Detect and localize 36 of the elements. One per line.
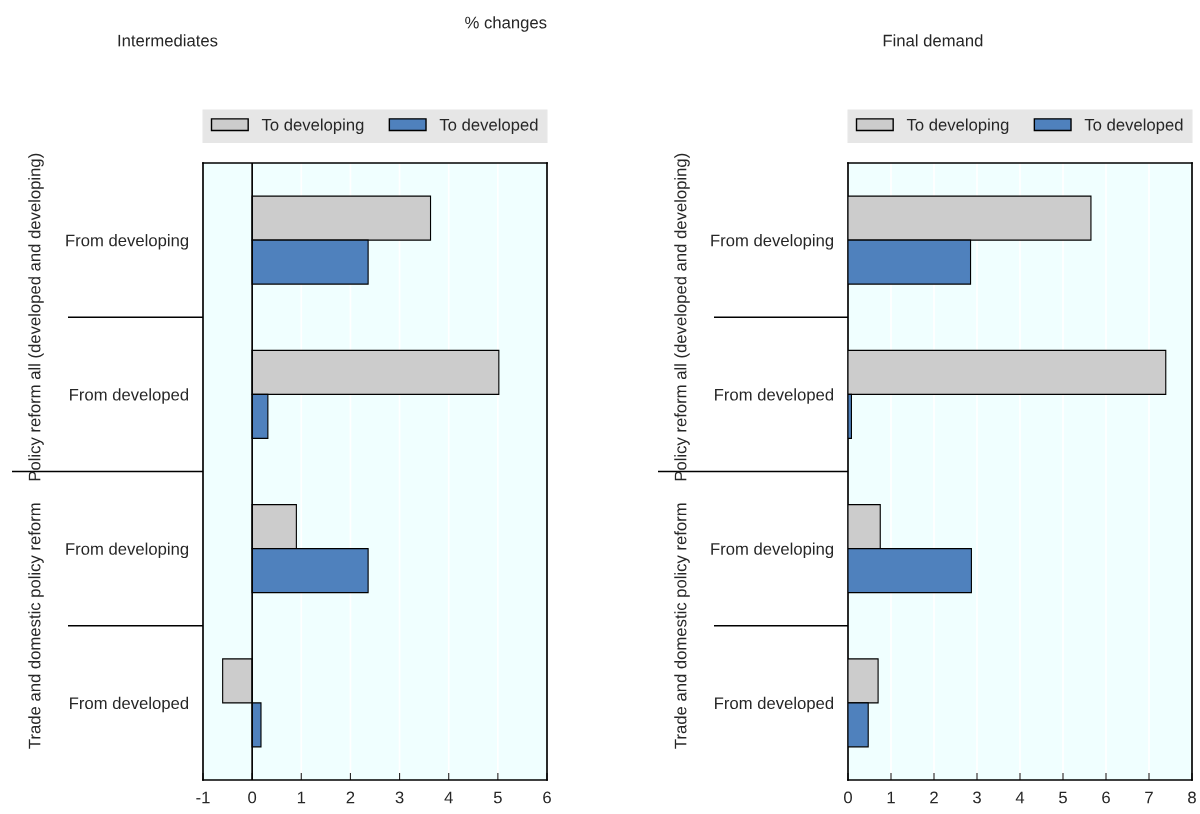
x-tick-label: 8: [1188, 791, 1196, 804]
x-tick-label: 0: [844, 791, 852, 804]
x-tick-label: 4: [1015, 791, 1025, 804]
y-tick-label: From developing: [711, 234, 834, 250]
y-tick-label: From developed: [715, 696, 834, 713]
x-tick-label: 1: [297, 791, 306, 804]
y-tick-label: From developing: [66, 234, 189, 250]
chart-subtitle: % changes: [465, 16, 547, 32]
legend-label: To developed: [439, 118, 538, 134]
text: Policy reform all (developed and developing): [28, 153, 44, 481]
x-tick-label: 3: [973, 791, 981, 804]
x-tick-label: 4: [444, 791, 453, 804]
x-tick-label: 0: [248, 791, 257, 804]
x-tick-label: 3: [395, 791, 404, 804]
text: Policy reform all (developed and developing): [674, 153, 690, 481]
y-tick-label: From developed: [70, 696, 189, 713]
x-tick-label: 5: [493, 791, 502, 804]
x-tick-label: 1: [887, 791, 895, 804]
x-tick-label: 2: [930, 791, 938, 804]
legend-label: To developed: [1084, 118, 1183, 134]
legend-label: To developing: [906, 118, 1009, 134]
x-tick-label: 5: [1059, 791, 1067, 804]
y-tick-label: From developing: [711, 542, 834, 559]
y-tick-label: From developing: [66, 542, 189, 559]
y-tick-label: From developed: [715, 388, 834, 404]
text: Trade and domestic policy reform: [674, 503, 690, 749]
text: Trade and domestic policy reform: [28, 503, 44, 749]
legend-label: To developing: [261, 118, 364, 134]
x-tick-label: 6: [543, 791, 551, 804]
x-tick-label: 6: [1102, 791, 1110, 804]
x-tick-label: -1: [196, 791, 210, 804]
x-tick-label: 7: [1145, 791, 1153, 804]
chart-title: Final demand: [883, 34, 983, 47]
chart-title: Intermediates: [118, 34, 218, 47]
y-tick-label: From developed: [70, 388, 189, 404]
x-tick-label: 2: [346, 791, 355, 804]
